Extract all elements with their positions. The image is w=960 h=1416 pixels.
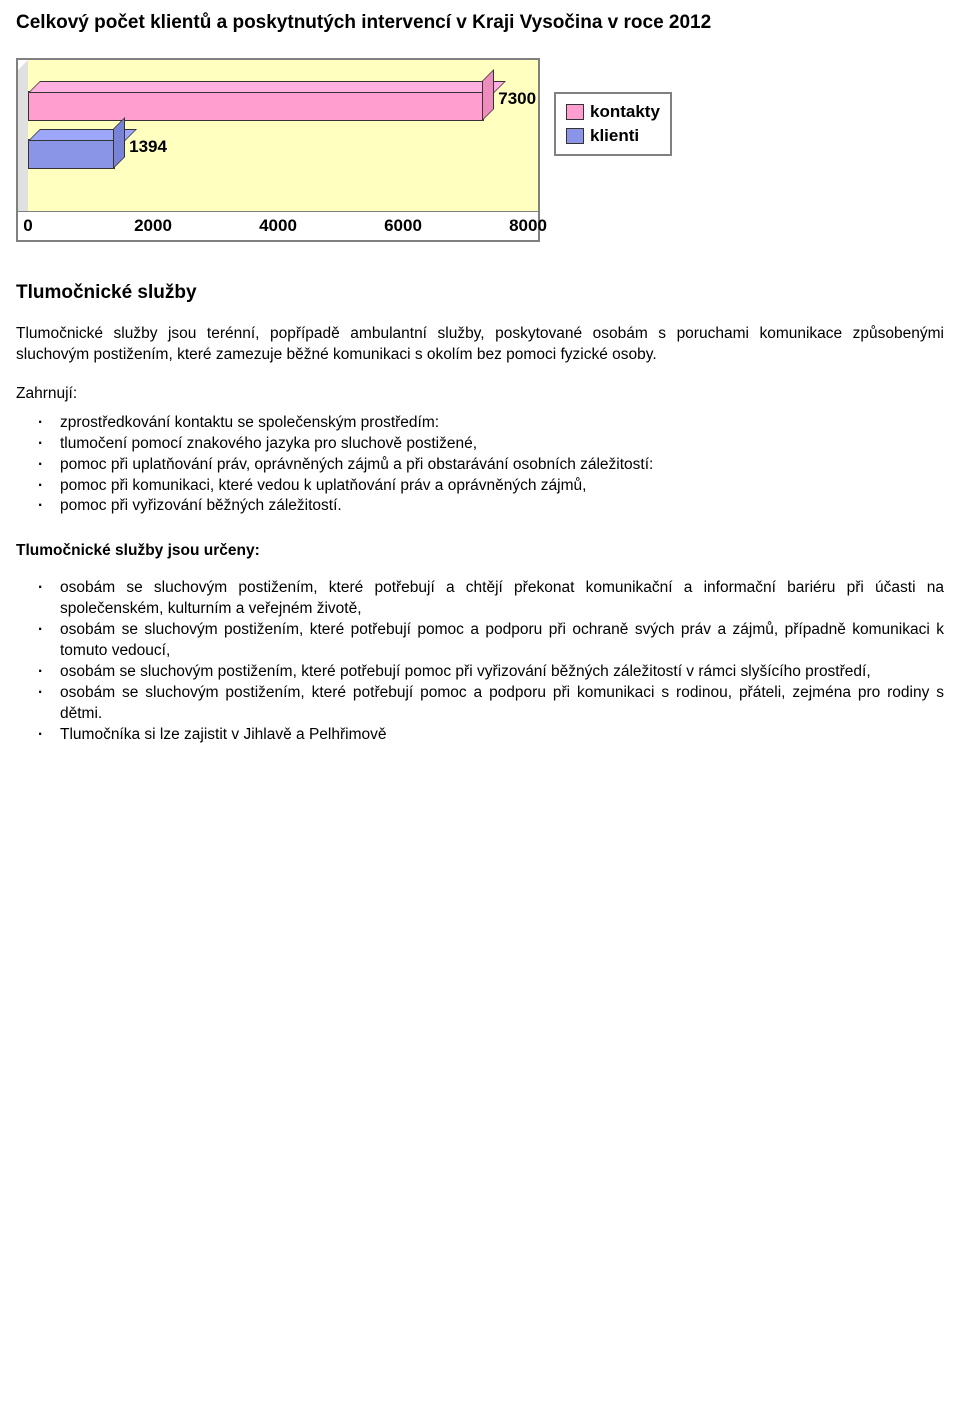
section-heading: Tlumočnické služby <box>16 282 944 304</box>
legend-label: klienti <box>590 126 639 146</box>
legend-item: kontakty <box>566 100 660 124</box>
list-item: pomoc při komunikaci, které vedou k upla… <box>16 476 944 497</box>
x-tick-label: 0 <box>23 216 32 236</box>
list-item: pomoc při uplatňování práv, oprávněných … <box>16 455 944 476</box>
legend-swatch <box>566 128 584 144</box>
urceny-heading: Tlumočnické služby jsou určeny: <box>16 541 944 562</box>
list-item: osobám se sluchovým postižením, které po… <box>16 662 944 683</box>
list-item: osobám se sluchovým postižením, které po… <box>16 683 944 725</box>
chart-bar: 1394 <box>28 139 115 169</box>
legend-item: klienti <box>566 124 660 148</box>
zahrnuji-list: zprostředkování kontaktu se společenským… <box>16 413 944 518</box>
x-tick-label: 4000 <box>259 216 297 236</box>
list-item: tlumočení pomocí znakového jazyka pro sl… <box>16 434 944 455</box>
list-item: Tlumočníka si lze zajistit v Jihlavě a P… <box>16 725 944 746</box>
list-item: zprostředkování kontaktu se společenským… <box>16 413 944 434</box>
list-item: osobám se sluchovým postižením, které po… <box>16 620 944 662</box>
legend-swatch <box>566 104 584 120</box>
x-tick-label: 6000 <box>384 216 422 236</box>
chart-bar: 7300 <box>28 91 484 121</box>
page-title: Celkový počet klientů a poskytnutých int… <box>16 12 944 34</box>
chart-x-axis: 02000400060008000 <box>18 211 538 240</box>
chart-legend: kontakty klienti <box>554 92 672 156</box>
intro-paragraph: Tlumočnické služby jsou terénní, popřípa… <box>16 324 944 366</box>
list-item: osobám se sluchovým postižením, které po… <box>16 578 944 620</box>
bar-value-label: 7300 <box>498 89 536 109</box>
list-item: pomoc při vyřizování běžných záležitostí… <box>16 496 944 517</box>
chart: 7300 1394 0 2000 4000 6000 8000 kontakty klien… <box>16 58 696 242</box>
x-tick-label: 2000 <box>134 216 172 236</box>
urceny-list: osobám se sluchovým postižením, které po… <box>16 578 944 745</box>
x-tick-label: 8000 <box>509 216 547 236</box>
chart-plot: 73001394 02000400060008000 <box>16 58 540 242</box>
bar-value-label: 1394 <box>129 137 167 157</box>
legend-label: kontakty <box>590 102 660 122</box>
zahrnuji-label: Zahrnují: <box>16 384 944 405</box>
